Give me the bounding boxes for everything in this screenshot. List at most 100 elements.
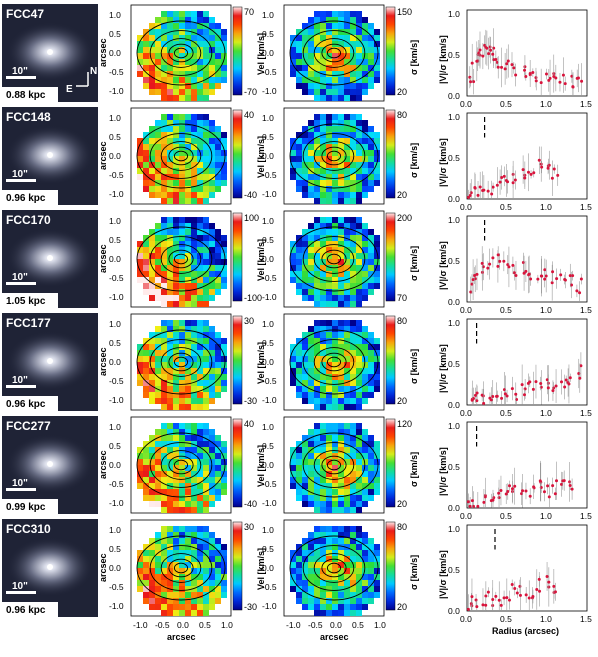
map-bin [320, 11, 326, 17]
map-bin [137, 574, 143, 580]
map-bin [203, 332, 209, 338]
data-point [505, 394, 509, 398]
map-bin [143, 65, 149, 71]
map-bin [203, 362, 209, 368]
map-bin [302, 53, 308, 59]
map-bin [338, 471, 344, 477]
map-bin [350, 17, 356, 23]
data-point [472, 80, 476, 84]
map-bin [344, 65, 350, 71]
map-bin [179, 586, 185, 592]
map-bin [314, 35, 320, 41]
map-bin [167, 526, 173, 532]
map-bin [308, 295, 314, 301]
isophote-contour [149, 339, 213, 385]
map-bin [203, 453, 209, 459]
map-bin [326, 344, 332, 350]
map-bin [197, 65, 203, 71]
map-bin [161, 59, 167, 65]
map-bin [356, 477, 362, 483]
map-bin [344, 144, 350, 150]
map-bin [197, 507, 203, 513]
map-bin [332, 217, 338, 223]
map-bin [314, 180, 320, 186]
map-bin [149, 344, 155, 350]
map-bin [173, 404, 179, 410]
data-point [571, 85, 575, 89]
isophote-contour [149, 545, 213, 591]
map-bin [356, 35, 362, 41]
map-bin [197, 326, 203, 332]
map-bin [332, 386, 338, 392]
map-bin [320, 217, 326, 223]
map-bin [338, 289, 344, 295]
map-bin [320, 526, 326, 532]
map-bin [197, 404, 203, 410]
galaxy-core [47, 358, 53, 364]
data-point [512, 271, 516, 275]
map-bin [290, 580, 296, 586]
data-point [527, 596, 531, 600]
map-bin [308, 586, 314, 592]
map-bin [203, 538, 209, 544]
colorbar-title: σ [km/s] [409, 349, 419, 384]
map-bin [155, 89, 161, 95]
isophote-contour [168, 249, 194, 269]
map-bin [326, 11, 332, 17]
map-bin [203, 295, 209, 301]
map-bin [173, 126, 179, 132]
map-bin [314, 538, 320, 544]
map-bin [332, 253, 338, 259]
map-bin [320, 392, 326, 398]
data-point [511, 263, 515, 267]
map-bin [308, 265, 314, 271]
map-bin [155, 192, 161, 198]
map-bin [356, 247, 362, 253]
map-bin [185, 132, 191, 138]
data-point [466, 500, 470, 504]
map-bin [179, 604, 185, 610]
map-bin [290, 65, 296, 71]
colorbar-title: Vel [km/s] [256, 342, 266, 384]
map-bin [356, 29, 362, 35]
map-bin [173, 477, 179, 483]
map-bin [209, 29, 215, 35]
map-bin [320, 386, 326, 392]
map-bin [185, 41, 191, 47]
map-bin [149, 180, 155, 186]
data-point [559, 380, 563, 384]
map-bin [149, 53, 155, 59]
map-bin [356, 283, 362, 289]
map-bin [143, 150, 149, 156]
map-ytick-label: -0.5 [109, 479, 124, 489]
map-bin [155, 83, 161, 89]
data-point [579, 277, 583, 281]
map-bin [332, 17, 338, 23]
map-bin [350, 289, 356, 295]
map-bin [191, 295, 197, 301]
map-bin [173, 507, 179, 513]
data-point [491, 256, 495, 260]
map-bin [155, 568, 161, 574]
data-point [498, 180, 502, 184]
map-bin [197, 11, 203, 17]
colorbar-max-label: 120 [397, 419, 412, 429]
map-bin [149, 556, 155, 562]
map-bin [179, 114, 185, 120]
map-bin [197, 29, 203, 35]
map-bin [179, 47, 185, 53]
map-bin [167, 271, 173, 277]
map-bin [191, 538, 197, 544]
map-bin [155, 356, 161, 362]
map-ytick-label: 0.0 [109, 563, 121, 573]
map-bin [350, 453, 356, 459]
map-ytick-label: 0.0 [109, 48, 121, 58]
isophote-contour [160, 141, 202, 171]
map-bin [185, 447, 191, 453]
map-bin [356, 447, 362, 453]
map-bin [344, 271, 350, 277]
isophote-contour [149, 30, 213, 76]
map-ytick-label: 1.0 [109, 319, 121, 329]
map-bin [185, 235, 191, 241]
